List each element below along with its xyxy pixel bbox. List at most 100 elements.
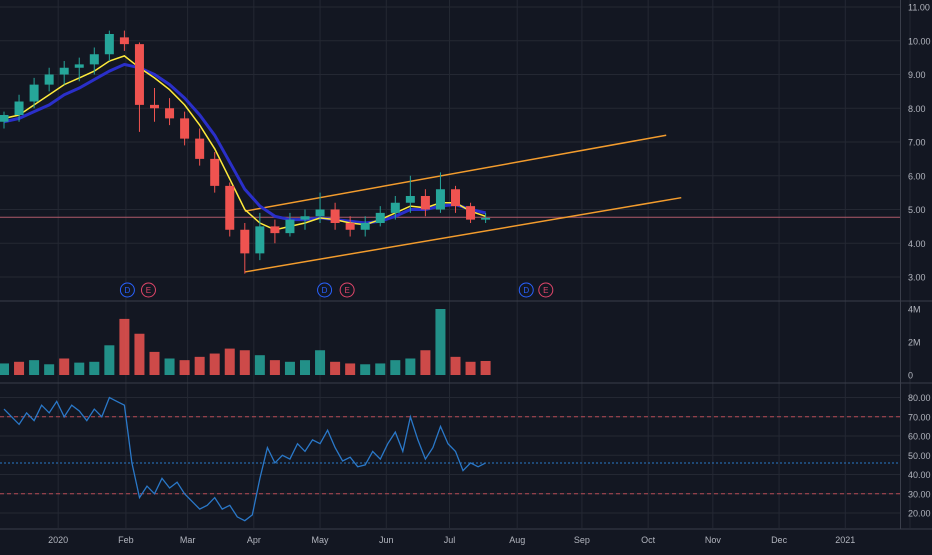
candle bbox=[59, 61, 69, 85]
candle-body bbox=[270, 226, 280, 234]
volume-bar bbox=[164, 358, 175, 375]
volume-tick-label: 0 bbox=[908, 371, 913, 381]
candle bbox=[420, 189, 430, 217]
candle-body bbox=[0, 115, 9, 122]
candle bbox=[195, 128, 205, 166]
volume-bar bbox=[420, 350, 431, 375]
candle-body bbox=[405, 196, 415, 203]
rsi-tick-label: 70.00 bbox=[908, 412, 931, 422]
candle-body bbox=[89, 54, 99, 65]
candle-body bbox=[330, 209, 340, 223]
dividend-marker[interactable]: D bbox=[119, 282, 135, 298]
marker-circle bbox=[538, 282, 554, 298]
candle bbox=[345, 216, 355, 237]
time-axis: 2020 Feb Mar Apr May Jun Jul Aug Sep Oct Nov Dec 202… bbox=[48, 535, 855, 545]
price-tick-label: 9.00 bbox=[908, 70, 926, 80]
candle bbox=[285, 212, 295, 237]
earnings-marker[interactable]: E bbox=[339, 282, 355, 298]
volume-bar bbox=[194, 356, 205, 375]
dividend-marker[interactable]: D bbox=[518, 282, 534, 298]
volume-tick-label: 4M bbox=[908, 305, 921, 315]
time-tick-label: Jun bbox=[379, 535, 394, 545]
volume-bar bbox=[179, 360, 190, 375]
volume-bar bbox=[134, 333, 145, 375]
price-tick-label: 5.00 bbox=[908, 205, 926, 215]
marker-circle bbox=[317, 282, 333, 298]
rsi-line bbox=[3, 396, 486, 522]
volume-bar bbox=[330, 361, 341, 375]
volume-bar bbox=[149, 351, 160, 375]
volume-bar bbox=[284, 361, 295, 375]
candle bbox=[255, 212, 265, 261]
price-tick-label: 10.00 bbox=[908, 36, 931, 46]
candle-body bbox=[134, 44, 144, 105]
time-tick-label: Apr bbox=[247, 535, 261, 545]
dividend-marker[interactable]: D bbox=[317, 282, 333, 298]
volume-bar bbox=[269, 360, 280, 375]
marker-label: E bbox=[344, 286, 349, 295]
candle bbox=[330, 202, 340, 230]
marker-circle bbox=[119, 282, 135, 298]
volume-bar bbox=[239, 350, 250, 375]
candle-body bbox=[315, 209, 325, 217]
rsi-tick-label: 40.00 bbox=[908, 470, 931, 480]
candle-body bbox=[195, 138, 205, 159]
time-tick-label: 2021 bbox=[835, 535, 855, 545]
price-tick-label: 8.00 bbox=[908, 104, 926, 114]
price-axis: 3.00 4.00 5.00 6.00 7.00 8.00 9.00 10.00 11.00 0 2… bbox=[908, 3, 931, 519]
time-tick-label: Nov bbox=[705, 535, 722, 545]
price-tick-label: 6.00 bbox=[908, 171, 926, 181]
volume-bar bbox=[480, 360, 491, 375]
candle-body bbox=[210, 158, 220, 186]
volume-bar bbox=[44, 364, 55, 375]
time-tick-label: Sep bbox=[574, 535, 590, 545]
candle-body bbox=[390, 202, 400, 213]
candle bbox=[240, 223, 250, 274]
candle-body bbox=[225, 185, 235, 230]
candle bbox=[225, 182, 235, 237]
candle bbox=[210, 152, 220, 193]
price-tick-label: 3.00 bbox=[908, 273, 926, 283]
time-tick-label: Feb bbox=[118, 535, 134, 545]
candles bbox=[0, 30, 491, 274]
marker-label: D bbox=[523, 286, 529, 295]
volume-bar bbox=[224, 348, 235, 375]
earnings-marker[interactable]: E bbox=[538, 282, 554, 298]
volume-bar bbox=[345, 363, 356, 375]
candle bbox=[89, 47, 99, 75]
volume-bar bbox=[59, 358, 70, 375]
candle-body bbox=[255, 226, 265, 254]
candle bbox=[0, 111, 9, 129]
time-tick-label: 2020 bbox=[48, 535, 68, 545]
time-tick-label: Aug bbox=[509, 535, 525, 545]
volume-bar bbox=[0, 363, 9, 375]
candle bbox=[300, 209, 310, 230]
rsi-tick-label: 60.00 bbox=[908, 432, 931, 442]
marker-circle bbox=[339, 282, 355, 298]
volume-bar bbox=[450, 356, 461, 375]
marker-circle bbox=[140, 282, 156, 298]
candle bbox=[44, 67, 54, 92]
channel-upper-line bbox=[244, 134, 667, 212]
volume-bar bbox=[74, 362, 85, 375]
ema-slow-line bbox=[3, 62, 486, 225]
candle bbox=[390, 196, 400, 220]
volume-bar bbox=[375, 363, 386, 375]
time-tick-label: Dec bbox=[771, 535, 788, 545]
marker-label: E bbox=[146, 286, 151, 295]
candle-body bbox=[435, 189, 445, 210]
candle bbox=[74, 57, 84, 82]
candle-body bbox=[360, 223, 370, 230]
rsi-tick-label: 30.00 bbox=[908, 489, 931, 499]
candle bbox=[481, 212, 491, 223]
volume-bar bbox=[29, 360, 40, 375]
candle bbox=[315, 192, 325, 223]
candle-body bbox=[180, 118, 190, 139]
volume-bar bbox=[119, 318, 130, 375]
candle bbox=[14, 94, 24, 122]
earnings-marker[interactable]: E bbox=[140, 282, 156, 298]
